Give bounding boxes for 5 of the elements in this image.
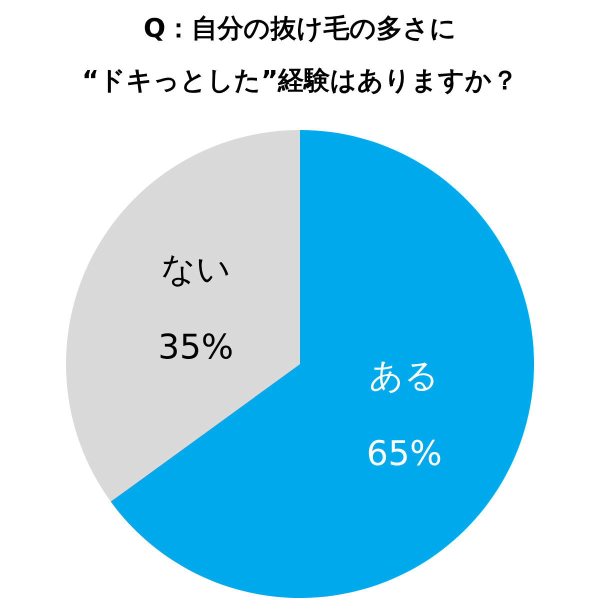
data-label: 35% [158,328,234,368]
chart-title: Q：自分の抜け毛の多さに “ドキっとした”経験はありますか？ [82,14,518,96]
data-label: 65% [366,434,442,474]
slice-label: ない [160,250,231,290]
slice-label: ある [369,356,440,396]
